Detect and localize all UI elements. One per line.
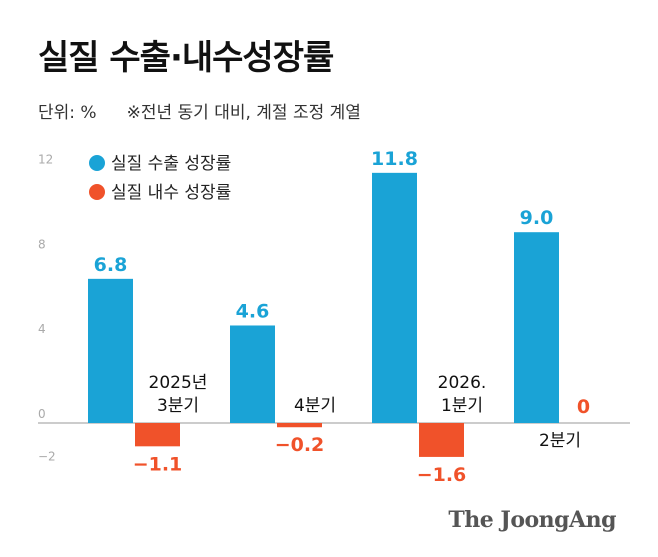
legend-domestic-marker — [89, 184, 105, 200]
domestic-data-label: −1.1 — [133, 453, 183, 475]
export-data-label: 4.6 — [236, 300, 270, 322]
category-label: 2026. — [438, 373, 487, 393]
subtitle-row: 단위: % ※전년 동기 대비, 계절 조정 계열 — [38, 98, 361, 123]
export-bar — [88, 278, 133, 423]
category-label: 2분기 — [539, 431, 581, 451]
domestic-bar — [277, 423, 322, 428]
domestic-data-label: −1.6 — [417, 464, 467, 486]
category-label: 2025년 — [149, 373, 208, 393]
export-data-label: 11.8 — [371, 148, 418, 170]
category-label: 1분기 — [441, 396, 483, 416]
y-tick-label: −2 — [38, 449, 56, 463]
y-tick-label: 12 — [38, 153, 53, 167]
y-tick-label: 4 — [38, 322, 46, 336]
export-bar — [514, 232, 559, 423]
y-tick-label: 0 — [38, 407, 46, 421]
unit-label: 단위: % — [38, 103, 97, 123]
legend-domestic-label: 실질 내수 성장률 — [111, 183, 231, 203]
domestic-bar — [419, 423, 464, 457]
export-data-label: 9.0 — [520, 207, 554, 229]
domestic-data-label: −0.2 — [275, 434, 325, 456]
export-bar — [230, 325, 275, 423]
domestic-data-label: 0 — [577, 396, 590, 418]
legend-export-label: 실질 수출 성장률 — [111, 154, 231, 174]
y-tick-label: 8 — [38, 237, 46, 251]
export-bar — [372, 172, 417, 423]
brand-logo: The JoongAng — [448, 507, 616, 533]
domestic-bar — [135, 423, 180, 447]
category-label: 4분기 — [294, 396, 336, 416]
page-title: 실질 수출·내수성장률 — [38, 38, 334, 78]
note-label: ※전년 동기 대비, 계절 조정 계열 — [126, 103, 361, 123]
legend-export-marker — [89, 155, 105, 171]
category-label: 3분기 — [157, 396, 199, 416]
export-data-label: 6.8 — [94, 254, 128, 276]
